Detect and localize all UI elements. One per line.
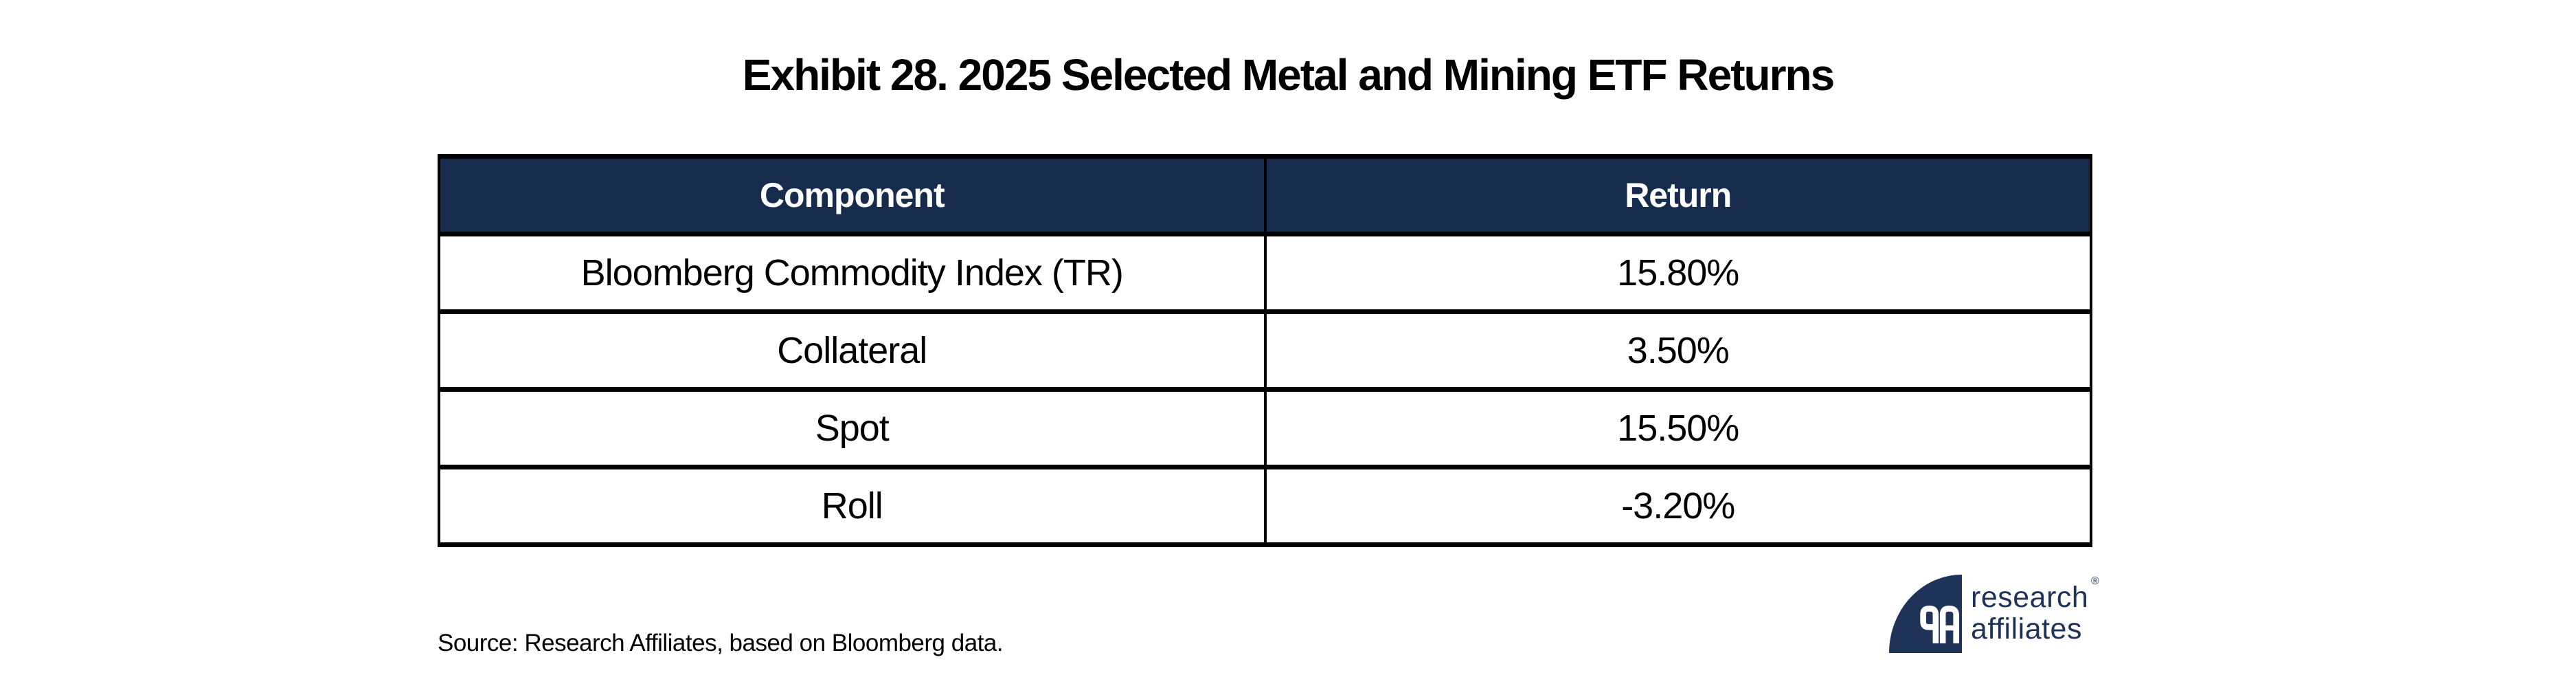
table-header-row: Component Return: [438, 154, 2092, 236]
registered-mark-icon: ®: [2091, 575, 2100, 587]
return-cell: 3.50%: [1263, 309, 2092, 392]
ra-logo-text: research affiliates ®: [1971, 575, 2099, 645]
return-cell: -3.20%: [1263, 465, 2092, 547]
ra-monogram-icon: [1919, 606, 1959, 643]
ra-logo-line2: affiliates: [1971, 612, 2082, 645]
source-note: Source: Research Affiliates, based on Bl…: [438, 630, 1004, 656]
component-cell: Spot: [438, 387, 1267, 469]
page-title: Exhibit 28. 2025 Selected Metal and Mini…: [742, 50, 1835, 100]
table-row: Roll -3.20%: [438, 465, 2092, 547]
table-row: Bloomberg Commodity Index (TR) 15.80%: [438, 232, 2092, 314]
ra-logo-line1: research: [1971, 581, 2089, 614]
returns-table: Component Return Bloomberg Commodity Ind…: [438, 154, 2092, 547]
table-row: Spot 15.50%: [438, 387, 2092, 469]
ra-logo: research affiliates ®: [1889, 575, 2099, 653]
component-cell: Bloomberg Commodity Index (TR): [438, 232, 1267, 314]
return-cell: 15.50%: [1263, 387, 2092, 469]
table-row: Collateral 3.50%: [438, 309, 2092, 392]
ra-logo-mark: [1889, 575, 1962, 653]
component-cell: Collateral: [438, 309, 1267, 392]
table-header-component: Component: [438, 154, 1267, 236]
table-header-return: Return: [1263, 154, 2092, 236]
return-cell: 15.80%: [1263, 232, 2092, 314]
component-cell: Roll: [438, 465, 1267, 547]
